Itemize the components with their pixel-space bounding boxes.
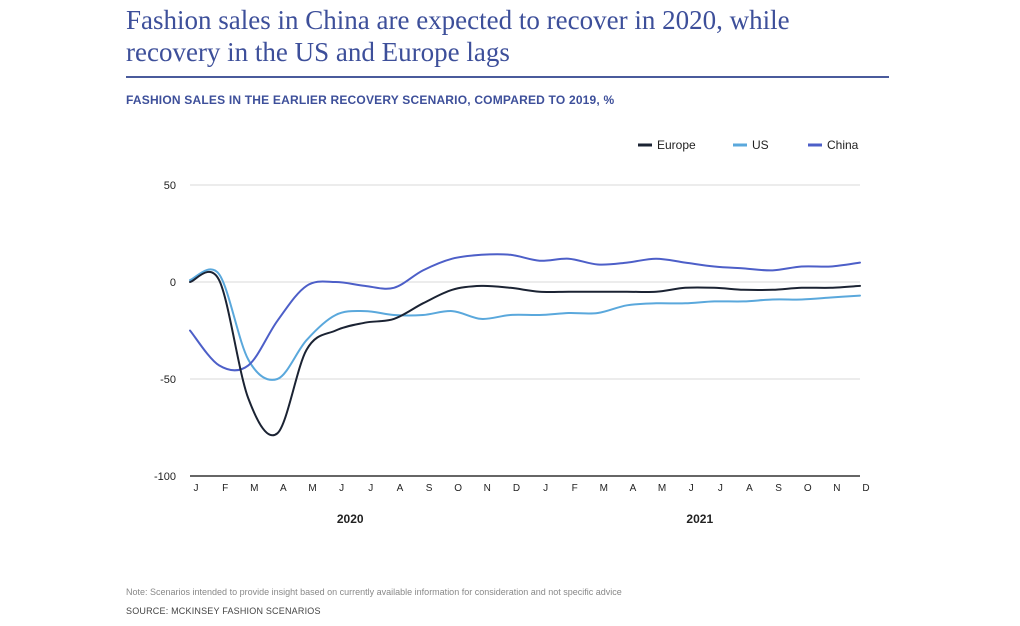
x-tick-label: A: [630, 483, 637, 494]
x-tick-label: S: [426, 483, 433, 494]
grid-lines: [190, 184, 860, 477]
y-tick-label: 0: [170, 277, 176, 289]
x-tick-label: A: [746, 483, 753, 494]
year-label: 2020: [337, 512, 364, 526]
x-tick-label: J: [194, 483, 199, 494]
x-tick-label: M: [600, 483, 608, 494]
x-tick-label: O: [454, 483, 462, 494]
x-tick-label: N: [833, 483, 840, 494]
series-line-china: [189, 253, 861, 372]
x-tick-label: A: [397, 483, 404, 494]
series-line-europe: [189, 271, 861, 437]
x-tick-label: M: [658, 483, 666, 494]
x-tick-label: J: [368, 483, 373, 494]
x-tick-label: D: [513, 483, 520, 494]
chart-title: Fashion sales in China are expected to r…: [126, 5, 790, 67]
x-tick-label: J: [339, 483, 344, 494]
legend-label-europe: Europe: [657, 138, 696, 152]
x-axis: J F M A M J J A S O N D J F M A M J J A S O N D 2020 2021: [194, 483, 870, 526]
x-tick-label: J: [718, 483, 723, 494]
source-note: SOURCE: MCKINSEY FASHION SCENARIOS: [126, 606, 321, 616]
legend: Europe US China: [638, 138, 859, 152]
x-tick-label: F: [222, 483, 228, 494]
x-tick-label: D: [862, 483, 869, 494]
x-tick-label: F: [572, 483, 578, 494]
x-tick-label: S: [775, 483, 782, 494]
x-tick-label: J: [543, 483, 548, 494]
legend-label-us: US: [752, 138, 769, 152]
year-label: 2021: [686, 512, 713, 526]
x-tick-label: J: [689, 483, 694, 494]
x-tick-label: O: [804, 483, 812, 494]
legend-label-china: China: [827, 138, 859, 152]
y-tick-label: 50: [164, 180, 176, 192]
x-tick-label: N: [484, 483, 491, 494]
x-tick-label: A: [280, 483, 287, 494]
x-tick-label: M: [308, 483, 316, 494]
y-tick-label: -50: [160, 374, 176, 386]
chart-subtitle: FASHION SALES IN THE EARLIER RECOVERY SC…: [126, 93, 615, 107]
footnote: Note: Scenarios intended to provide insi…: [126, 587, 622, 597]
title-divider: [126, 76, 889, 78]
y-axis-tick-labels: 50 0 -50 -100: [154, 180, 176, 483]
series-lines: [189, 253, 861, 437]
x-tick-label: M: [250, 483, 258, 494]
series-line-us: [189, 268, 861, 381]
y-tick-label: -100: [154, 471, 176, 483]
